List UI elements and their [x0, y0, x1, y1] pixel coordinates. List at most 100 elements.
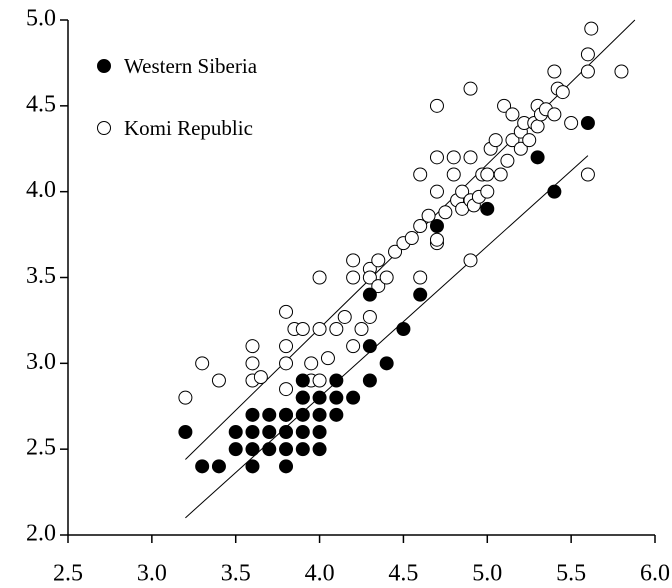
- point: [413, 287, 428, 302]
- point: [371, 253, 386, 268]
- point: [279, 442, 294, 457]
- point: [547, 64, 562, 79]
- point: [312, 407, 327, 422]
- point: [362, 309, 377, 324]
- point: [346, 390, 361, 405]
- point: [195, 459, 210, 474]
- point: [362, 373, 377, 388]
- x-tick-label: 5.0: [472, 561, 502, 587]
- point: [312, 425, 327, 439]
- point: [530, 119, 545, 134]
- point: [245, 407, 260, 422]
- point: [446, 150, 461, 165]
- point: [580, 116, 595, 130]
- point: [279, 382, 294, 397]
- point: [312, 322, 327, 336]
- point: [245, 339, 260, 354]
- point: [463, 150, 478, 165]
- x-tick-label: 2.5: [53, 561, 83, 587]
- point: [279, 356, 294, 371]
- point: [371, 279, 386, 294]
- point: [480, 201, 495, 216]
- y-tick-label: 4.5: [26, 91, 56, 117]
- point: [480, 167, 495, 182]
- point: [295, 322, 310, 336]
- point: [354, 322, 369, 336]
- point: [228, 425, 243, 439]
- point: [346, 339, 361, 354]
- point: [480, 184, 495, 199]
- point: [228, 442, 243, 457]
- x-tick-label: 5.5: [556, 561, 586, 587]
- point: [421, 208, 436, 223]
- y-tick-label: 2.5: [26, 435, 56, 461]
- point: [295, 390, 310, 405]
- point: [362, 270, 377, 285]
- point: [245, 442, 260, 457]
- point: [580, 47, 595, 62]
- point: [547, 184, 562, 199]
- point: [379, 270, 394, 285]
- point: [463, 253, 478, 268]
- point: [279, 339, 294, 354]
- point: [279, 304, 294, 319]
- point: [295, 407, 310, 422]
- point: [362, 339, 377, 354]
- x-tick-label: 6.0: [640, 561, 670, 587]
- point: [337, 309, 352, 324]
- point: [530, 150, 545, 165]
- point: [329, 373, 344, 388]
- point: [320, 351, 335, 366]
- point: [362, 287, 377, 302]
- point: [388, 244, 403, 259]
- point: [547, 107, 562, 122]
- y-tick-label: 5.0: [26, 6, 56, 32]
- x-tick-label: 4.5: [388, 561, 418, 587]
- y-tick-label: 3.5: [26, 263, 56, 289]
- point: [262, 442, 277, 457]
- point: [396, 322, 411, 336]
- point: [245, 425, 260, 439]
- point: [505, 107, 520, 122]
- point: [438, 205, 453, 220]
- point: [346, 253, 361, 268]
- point: [580, 167, 595, 182]
- point: [429, 150, 444, 165]
- point: [245, 356, 260, 371]
- point: [580, 64, 595, 79]
- point: [413, 270, 428, 285]
- point: [429, 232, 444, 247]
- y-tick-label: 3.0: [26, 349, 56, 375]
- point: [312, 390, 327, 405]
- point: [245, 459, 260, 474]
- y-tick-label: 2.0: [26, 521, 56, 547]
- point: [493, 167, 508, 182]
- point: [178, 425, 193, 439]
- point: [413, 167, 428, 182]
- legend-label: Komi Republic: [124, 116, 253, 140]
- x-tick-label: 4.0: [305, 561, 335, 587]
- x-tick-label: 3.0: [137, 561, 167, 587]
- point: [295, 442, 310, 457]
- point: [446, 167, 461, 182]
- point: [488, 133, 503, 148]
- point: [455, 184, 470, 199]
- point: [429, 184, 444, 199]
- point: [346, 270, 361, 285]
- point: [329, 407, 344, 422]
- point: [279, 459, 294, 474]
- point: [211, 373, 226, 388]
- point: [329, 390, 344, 405]
- point: [262, 425, 277, 439]
- point: [295, 373, 310, 388]
- point: [463, 81, 478, 96]
- legend-label: Western Siberia: [124, 54, 258, 78]
- point: [262, 407, 277, 422]
- point: [312, 442, 327, 457]
- point: [295, 425, 310, 439]
- point: [404, 231, 419, 246]
- point: [413, 219, 428, 233]
- point: [253, 370, 268, 385]
- x-tick-label: 3.5: [221, 561, 251, 587]
